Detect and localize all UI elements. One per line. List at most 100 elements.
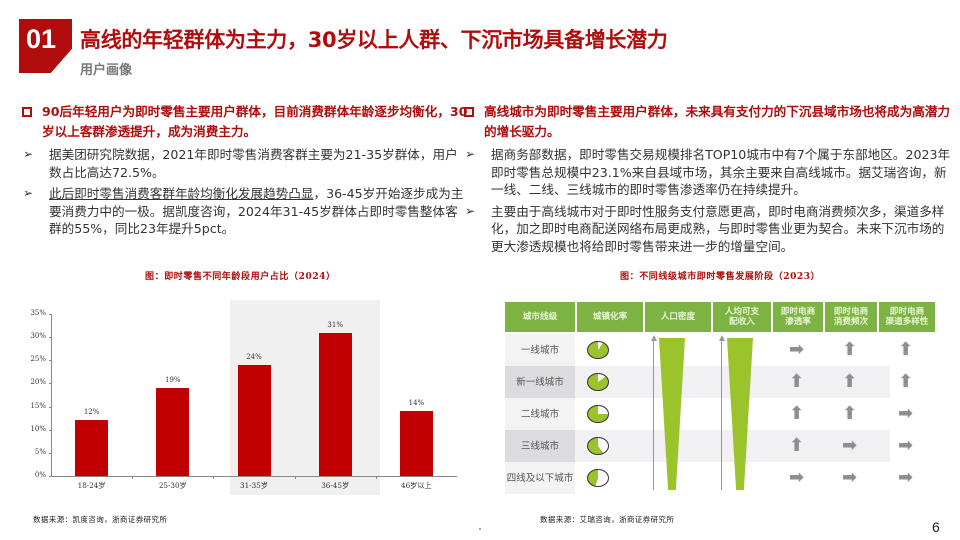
x-category-label: 25-30岁	[158, 481, 187, 490]
left-key-point: 90后年轻用户为即时零售主要用户群体，目前消费群体年龄逐步均衡化，30岁以上客群…	[20, 102, 470, 142]
up-arrow-icon: ⬆	[898, 339, 914, 360]
y-tick-label: 35%	[30, 309, 46, 317]
page-title: 高线的年轻群体为主力，30岁以上人群、下沉市场具备增长潜力	[80, 28, 668, 52]
bar	[237, 364, 271, 476]
up-arrow-icon: ⬆	[898, 371, 914, 392]
urbanization-pie-icon	[587, 373, 609, 391]
left-bullet-1: ➢ 据美团研究院数据，2021年即时零售消费客群主要为21-35岁群体，用户数占…	[20, 146, 470, 181]
right-key-point-text: 高线城市为即时零售主要用户群体，未来具有支付力的下沉县域市场也将成为高潜力的增长…	[484, 104, 950, 139]
bar-value-label: 12%	[83, 408, 100, 417]
y-tick-label: 5%	[34, 447, 46, 456]
city-tier-label: 新一线城市	[505, 366, 575, 398]
x-axis	[51, 476, 457, 477]
up-arrow-icon: ⬆	[842, 371, 858, 392]
right-arrow-icon: ➡	[898, 467, 914, 488]
decorative-dot	[479, 528, 481, 530]
diagram-column-header: 城镇化率	[577, 302, 643, 332]
underlined-phrase: 此后即时零售消费客群年龄均衡化发展趋势凸显	[49, 186, 314, 202]
right-bullet-2: ➢ 主要由于高线城市对于即时性服务支付意愿更高，即时电商消费频次多，渠道多样化，…	[462, 203, 952, 256]
left-bullet-2-text: 此后即时零售消费客群年龄均衡化发展趋势凸显，36-45岁开始逐步成为主要消费力中…	[49, 186, 464, 237]
arrow-bullet-icon: ➢	[465, 203, 476, 218]
y-tick-label: 15%	[30, 401, 46, 410]
square-bullet-icon	[464, 107, 474, 117]
right-bullet-1-text: 据商务部数据，即时零售交易规模排名TOP10城市中有7个属于东部地区。2023年…	[491, 147, 951, 198]
city-tier-label: 三线城市	[505, 430, 575, 462]
city-tier-label: 一线城市	[505, 334, 575, 366]
up-arrow-icon: ⬆	[789, 435, 805, 456]
up-arrow-icon: ⬆	[789, 403, 805, 424]
arrow-bullet-icon: ➢	[23, 186, 34, 201]
section-number: 01	[26, 24, 57, 54]
y-tick-label: 10%	[30, 424, 46, 433]
y-tick-mark	[49, 452, 52, 454]
page-subtitle: 用户画像	[80, 63, 133, 78]
y-tick-label: 20%	[30, 378, 46, 387]
page-number: 6	[932, 519, 940, 535]
y-tick-label: 30%	[30, 332, 46, 341]
right-arrow-icon: ➡	[898, 435, 914, 456]
y-tick-mark	[49, 360, 52, 362]
bar-value-label: 19%	[165, 376, 181, 385]
right-arrow-icon: ➡	[789, 339, 805, 360]
city-tier-stage-diagram: 城市线级 城镇化率 人口密度 人均可支 配收入 即时电商 渗透率 即时电商 消费频次 即时电…	[505, 302, 935, 497]
up-arrow-icon: ⬆	[842, 403, 858, 424]
x-category-label: 46岁以上	[401, 481, 432, 490]
left-figure-source: 数据来源：凯度咨询，浙商证券研究所	[33, 515, 168, 524]
x-category-label: 18-24岁	[77, 481, 106, 490]
x-category-label: 31-35岁	[240, 481, 268, 490]
urbanization-pie-icon	[587, 405, 609, 423]
bar-value-label: 24%	[246, 352, 262, 361]
diagram-column-header: 人均可支 配收入	[713, 302, 771, 332]
y-tick-label: 0%	[34, 471, 46, 479]
x-tick-mark	[375, 476, 377, 479]
trend-axis-line	[721, 338, 722, 490]
bar	[75, 420, 109, 476]
y-tick-mark	[49, 383, 52, 385]
y-tick-mark	[49, 476, 52, 477]
arrow-bullet-icon: ➢	[23, 147, 34, 161]
urbanization-pie-icon	[587, 469, 609, 487]
left-figure-caption: 图：即时零售不同年龄段用户占比（2024）	[145, 272, 336, 282]
right-arrow-icon: ➡	[842, 435, 858, 456]
bar-value-label: 14%	[408, 399, 425, 408]
city-tier-label: 二线城市	[505, 398, 575, 430]
left-key-point-text: 90后年轻用户为即时零售主要用户群体，目前消费群体年龄逐步均衡化，30岁以上客群…	[42, 104, 468, 139]
right-figure-caption: 图：不同线级城市即时零售发展阶段（2023）	[620, 272, 821, 282]
section-number-badge: 01	[19, 19, 72, 73]
trend-axis-arrow-icon	[650, 335, 657, 341]
urbanization-pie-icon	[587, 437, 609, 455]
y-tick-label: 25%	[30, 355, 46, 364]
y-tick-mark	[49, 337, 52, 339]
x-category-label: 36-45岁	[321, 481, 350, 490]
right-text-column: 高线城市为即时零售主要用户群体，未来具有支付力的下沉县域市场也将成为高潜力的增长…	[462, 102, 952, 256]
right-arrow-icon: ➡	[789, 467, 805, 488]
y-axis	[51, 314, 52, 476]
x-tick-mark	[294, 476, 296, 479]
age-group-bar-chart: 0% 5% 10% 15% 20% 25% 30% 35% 12% 18-24岁 19% 25-30岁…	[20, 295, 460, 495]
diagram-column-header: 即时电商 渗透率	[773, 302, 823, 332]
urbanization-pie-icon	[587, 341, 609, 359]
y-tick-mark	[49, 314, 52, 315]
right-key-point: 高线城市为即时零售主要用户群体，未来具有支付力的下沉县域市场也将成为高潜力的增长…	[462, 102, 952, 142]
right-bullet-2-text: 主要由于高线城市对于即时性服务支付意愿更高，即时电商消费频次多，渠道多样化，加之…	[491, 203, 945, 254]
right-figure-source: 数据来源：艾瑞咨询，浙商证券研究所	[540, 515, 675, 524]
diagram-column-header: 城市线级	[505, 302, 575, 332]
bar	[399, 411, 433, 476]
bar	[156, 388, 190, 476]
left-bullet-2: ➢ 此后即时零售消费客群年龄均衡化发展趋势凸显，36-45岁开始逐步成为主要消费…	[20, 185, 470, 238]
x-tick-mark	[132, 476, 134, 479]
city-tier-label: 四线及以下城市	[505, 462, 575, 494]
square-bullet-icon	[22, 107, 32, 117]
y-tick-mark	[49, 406, 52, 408]
left-bullet-1-text: 据美团研究院数据，2021年即时零售消费客群主要为21-35岁群体，用户数占比高…	[49, 147, 458, 180]
right-bullet-1: ➢ 据商务部数据，即时零售交易规模排名TOP10城市中有7个属于东部地区。202…	[462, 146, 952, 199]
diagram-column-header: 人口密度	[645, 302, 711, 332]
right-arrow-icon: ➡	[842, 467, 858, 488]
diagram-column-header: 即时电商 渠道多样性	[879, 302, 935, 332]
diagram-column-header: 即时电商 消费频次	[825, 302, 877, 332]
arrow-bullet-icon: ➢	[465, 147, 476, 161]
bar	[318, 332, 352, 476]
bar-value-label: 31%	[327, 320, 343, 329]
x-tick-mark	[213, 476, 215, 479]
trend-axis-arrow-icon	[718, 335, 725, 341]
